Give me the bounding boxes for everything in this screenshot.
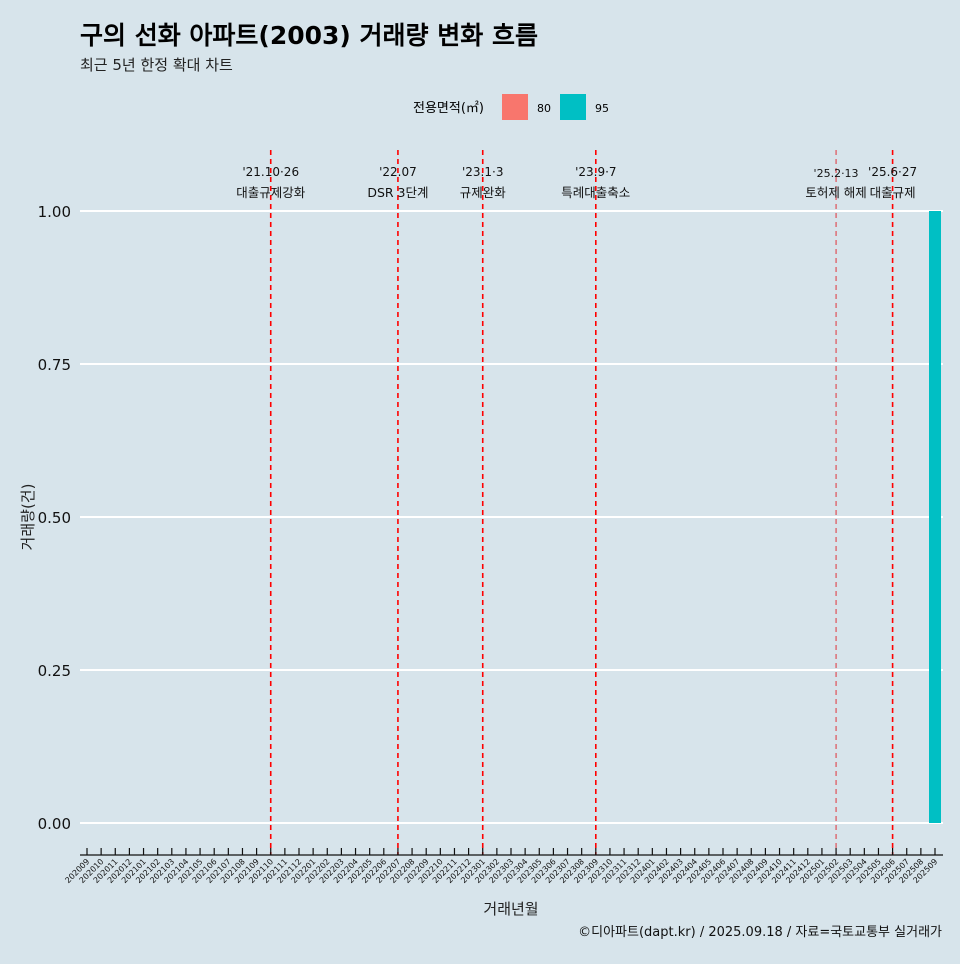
x-axis-label: 거래년월 <box>483 900 538 918</box>
event-date: '23.9·7 <box>575 165 616 179</box>
event-date: '23.1·3 <box>462 165 503 179</box>
y-tick-label: 0.25 <box>38 662 71 680</box>
y-axis-label: 거래량(건) <box>19 484 37 551</box>
y-tick-label: 0.50 <box>38 509 71 527</box>
event-date: '25.2·13 <box>814 167 859 180</box>
bar-95-202509 <box>929 211 941 823</box>
legend-title: 전용면적(㎡) <box>413 101 484 116</box>
legend-swatch-95 <box>560 94 586 120</box>
event-date: '25.6·27 <box>868 165 917 179</box>
caption: ©디아파트(dapt.kr) / 2025.09.18 / 자료=국토교통부 실… <box>578 925 942 940</box>
event-label: 규제완화 <box>460 185 507 200</box>
event-label: 대출규제 <box>870 185 916 200</box>
legend: 전용면적(㎡) 80 95 <box>413 94 609 120</box>
event-date: '22.07 <box>379 165 417 179</box>
legend-label-80: 80 <box>537 102 551 115</box>
event-label: DSR 3단계 <box>367 185 428 200</box>
y-tick-label: 0.75 <box>38 356 71 374</box>
legend-swatch-80 <box>502 94 528 120</box>
event-date: '21.10·26 <box>242 165 299 179</box>
chart-title: 구의 선화 아파트(2003) 거래량 변화 흐름 <box>80 21 538 50</box>
y-tick-label: 1.00 <box>38 203 71 221</box>
event-label: 특례대출축소 <box>561 185 630 200</box>
legend-label-95: 95 <box>595 102 609 115</box>
chart-subtitle: 최근 5년 한정 확대 차트 <box>80 56 233 74</box>
y-tick-label: 0.00 <box>38 815 71 833</box>
event-label: 대출규제강화 <box>236 185 306 200</box>
event-label: 토허제 해제 <box>805 185 866 200</box>
